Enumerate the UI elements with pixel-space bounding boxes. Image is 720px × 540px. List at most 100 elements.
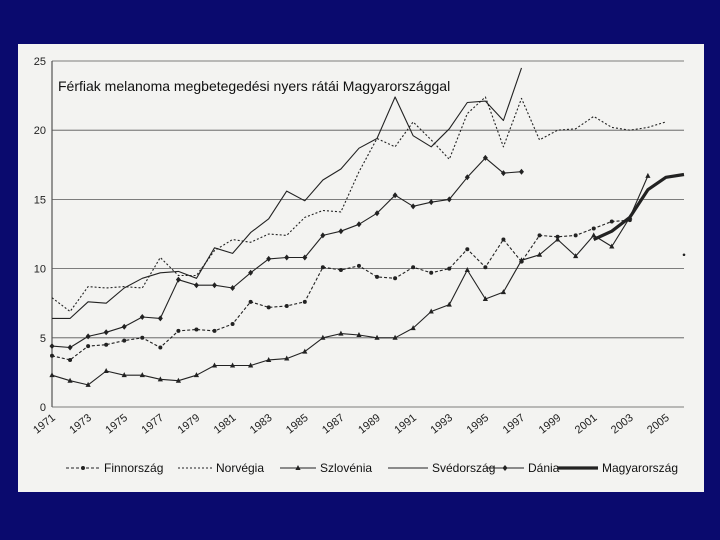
data-point-szlo — [175, 377, 181, 383]
x-tick-label: 1975 — [103, 412, 130, 437]
data-point-finn — [140, 335, 145, 340]
annotation-mark — [682, 253, 686, 257]
chart-title: Férfiak melanoma megbetegedési nyers rát… — [58, 78, 450, 94]
data-point-dania — [356, 221, 362, 228]
series-dania — [49, 154, 524, 351]
data-point-szlo — [139, 372, 145, 378]
data-point-finn — [266, 305, 271, 310]
data-point-szlo — [555, 236, 561, 242]
data-point-finn — [375, 274, 380, 279]
data-point-dania — [428, 199, 434, 206]
x-tick-label: 1985 — [284, 412, 311, 437]
data-point-szlo — [536, 251, 543, 257]
data-point-szlo — [103, 368, 109, 374]
x-tick-label: 2003 — [609, 412, 636, 437]
data-point-szlo — [356, 332, 362, 338]
x-tick-label: 1989 — [356, 412, 383, 437]
data-point-finn — [609, 219, 614, 224]
x-tick-label: 1993 — [428, 412, 455, 437]
data-point-szlo — [428, 308, 434, 314]
series-line-hun — [593, 172, 685, 241]
data-point-finn — [591, 226, 596, 231]
x-tick-label: 1987 — [320, 412, 347, 437]
data-point-finn — [122, 338, 127, 343]
data-point-finn — [302, 299, 307, 304]
data-point-szlo — [500, 289, 507, 295]
data-point-finn — [537, 233, 542, 238]
data-point-finn — [320, 265, 325, 270]
data-point-finn — [501, 237, 506, 242]
y-tick-label: 10 — [34, 264, 46, 276]
data-point-dania — [284, 254, 290, 261]
data-point-dania — [67, 344, 73, 351]
data-point-szlo — [229, 362, 236, 368]
data-point-dania — [500, 170, 506, 177]
y-tick-label: 0 — [40, 402, 46, 414]
x-tick-label: 1981 — [212, 412, 239, 437]
series-norv — [51, 96, 667, 313]
data-point-dania — [139, 314, 145, 321]
data-point-szlo — [193, 372, 200, 378]
series-line-szlo — [51, 175, 649, 386]
legend-label-szlo: Szlovénia — [320, 461, 372, 475]
data-point-dania — [374, 210, 380, 217]
data-point-dania — [320, 232, 326, 239]
data-point-szlo — [518, 257, 525, 263]
data-point-finn — [194, 327, 199, 332]
data-point-dania — [193, 282, 199, 289]
data-point-szlo — [248, 362, 254, 368]
data-point-dania — [103, 329, 109, 336]
data-point-dania — [49, 343, 55, 350]
data-point-szlo — [482, 296, 488, 302]
data-point-dania — [157, 315, 163, 322]
data-point-szlo — [374, 334, 380, 340]
series-line-sved — [52, 67, 523, 319]
data-point-szlo — [573, 253, 579, 259]
data-point-dania — [464, 174, 470, 181]
data-point-dania — [212, 282, 218, 289]
series-hun — [593, 172, 685, 241]
data-point-finn — [158, 345, 163, 350]
slide-panel: 0 5 10 15 20 25 1971 1973 1975 1977 1979 1981 1983 1… — [18, 44, 704, 492]
data-point-szlo — [121, 372, 127, 378]
data-point-szlo — [49, 372, 55, 378]
data-point-szlo — [266, 356, 272, 362]
data-point-dania — [266, 255, 272, 262]
series-sved — [52, 67, 523, 319]
data-point-dania — [482, 154, 488, 161]
data-point-finn — [411, 265, 416, 270]
series-line-finn — [51, 219, 630, 361]
legend-label-finn: Finnország — [104, 461, 163, 475]
x-tick-label: 1991 — [392, 412, 419, 437]
data-point-dania — [410, 203, 416, 210]
data-point-dania — [85, 333, 91, 340]
legend-label-norv: Norvégia — [216, 461, 264, 475]
data-point-dania — [446, 196, 452, 203]
data-point-finn — [248, 299, 253, 304]
series-finn — [50, 218, 632, 362]
x-tick-label: 1995 — [465, 412, 492, 437]
x-tick-label: 2005 — [645, 412, 672, 437]
data-point-finn — [68, 357, 73, 362]
legend-marker-finn — [81, 466, 85, 470]
legend: Finnország Norvégia Szlovénia Svédország Dán… — [66, 461, 678, 475]
x-tick-label: 1999 — [537, 412, 564, 437]
data-point-finn — [104, 342, 109, 347]
y-tick-label: 25 — [34, 56, 46, 68]
data-point-dania — [248, 269, 254, 276]
data-point-dania — [338, 228, 344, 235]
data-point-finn — [447, 266, 452, 271]
data-point-szlo — [67, 377, 73, 383]
series-szlo — [49, 172, 651, 387]
chart: 0 5 10 15 20 25 1971 1973 1975 1977 1979 1981 1983 1… — [31, 56, 686, 475]
data-point-szlo — [410, 325, 416, 331]
y-tick-label: 5 — [40, 333, 46, 345]
legend-label-sved: Svédország — [432, 461, 495, 475]
data-point-dania — [230, 284, 236, 291]
data-point-szlo — [85, 381, 91, 387]
x-tick-label: 1971 — [31, 412, 58, 437]
data-point-szlo — [211, 362, 218, 368]
data-point-szlo — [645, 172, 651, 178]
data-point-finn — [465, 247, 470, 252]
legend-marker-szlo — [295, 465, 301, 470]
